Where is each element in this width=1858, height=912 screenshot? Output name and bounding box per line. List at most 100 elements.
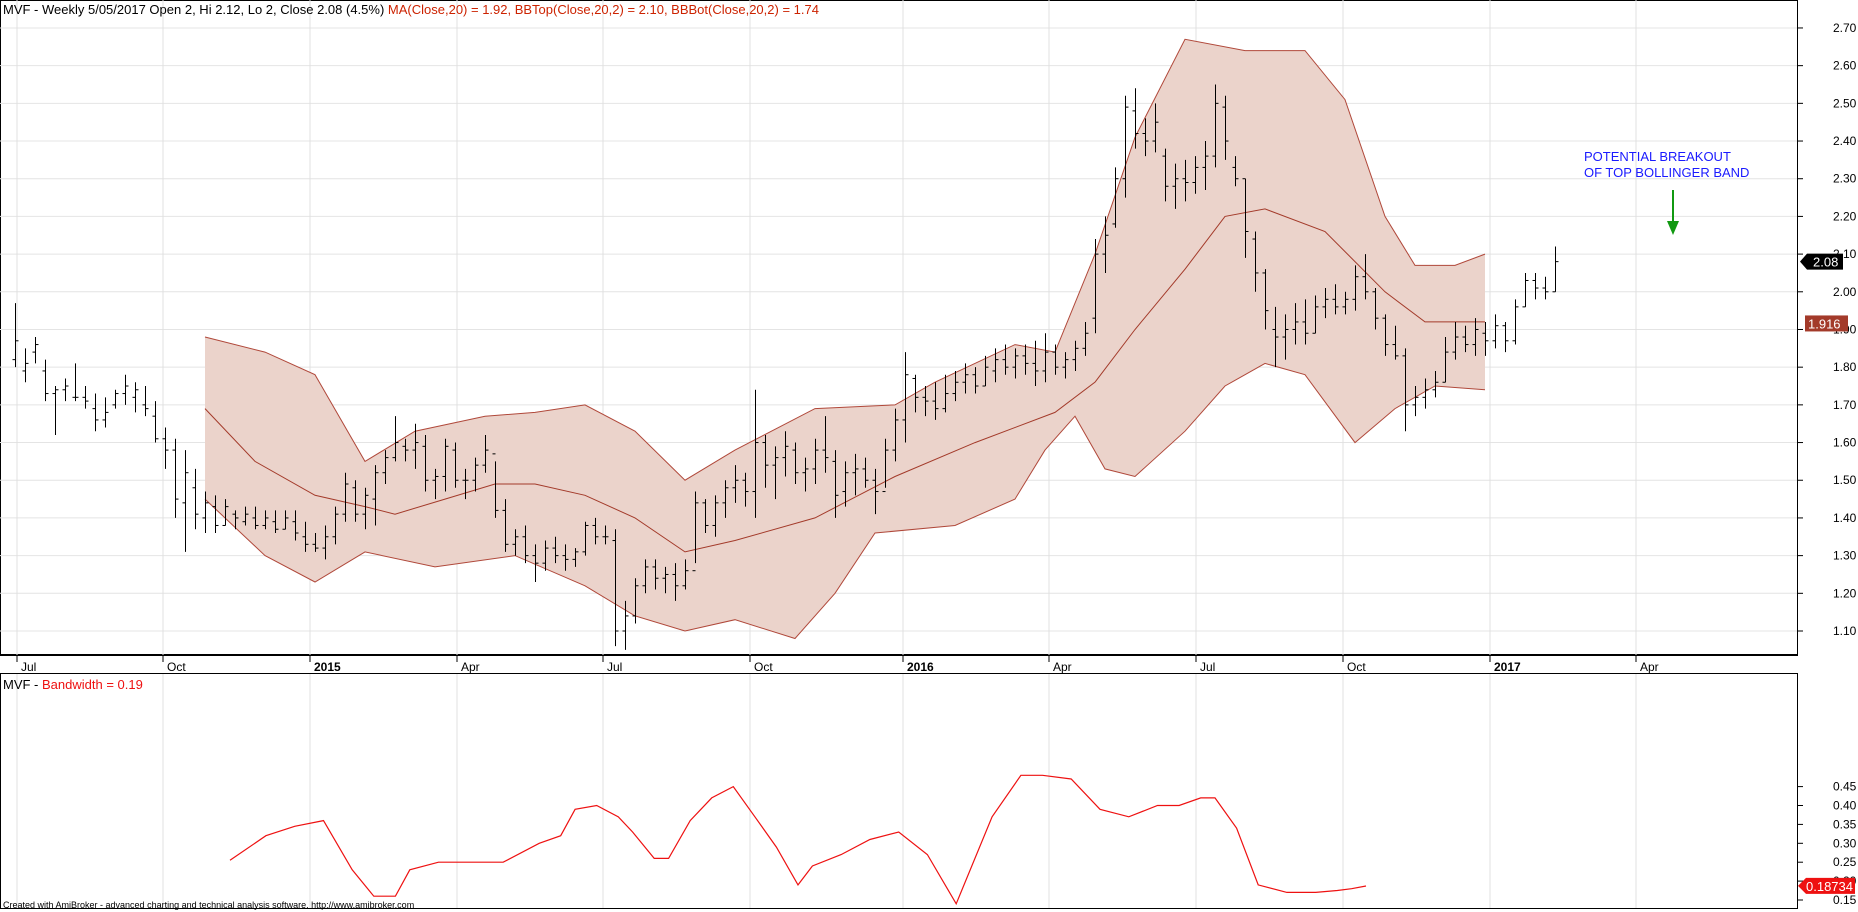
ohlc-bar [1202, 141, 1209, 191]
price-tick-label: 1.30 [1833, 549, 1857, 563]
bollinger-bottom-line [204, 362, 1486, 640]
ohlc-bar [1552, 246, 1559, 293]
ohlc-bar [1232, 156, 1239, 187]
ohlc-bar [1112, 167, 1119, 228]
price-tick-label: 2.20 [1833, 209, 1857, 223]
ohlc-bar [1462, 325, 1469, 353]
price-tick-label: 1.80 [1833, 360, 1857, 374]
header-bbtop: BBTop(Close,20,2) = 2.10, [515, 2, 671, 17]
ohlc-bar [542, 540, 549, 571]
ohlc-bar [422, 435, 429, 492]
ohlc-bar [1132, 88, 1139, 149]
bandwidth-line [229, 774, 1367, 906]
x-tick-label: 2017 [1494, 660, 1521, 674]
ohlc-bar [342, 472, 349, 522]
ohlc-bar [1372, 288, 1379, 330]
ohlc-bar [492, 453, 499, 518]
bandwidth-tick-label: 0.25 [1833, 855, 1857, 869]
ohlc-bar [882, 438, 889, 493]
price-tick-label: 2.30 [1833, 172, 1857, 186]
ohlc-bar [602, 525, 609, 545]
ohlc-bar [412, 423, 419, 469]
ohlc-bar [552, 536, 559, 564]
ohlc-bar [192, 468, 199, 530]
ohlc-bar [1282, 314, 1289, 360]
ohlc-bar [702, 499, 709, 534]
bandwidth-tick-label: 0.45 [1833, 780, 1857, 794]
ohlc-bar [22, 348, 29, 383]
ohlc-bar [942, 374, 949, 413]
footer-credit: Created with AmiBroker - advanced charti… [3, 900, 414, 910]
ohlc-bar [1182, 159, 1189, 202]
ohlc-bar [332, 506, 339, 545]
ohlc-bar [452, 442, 459, 488]
ohlc-bar [1332, 284, 1339, 315]
ohlc-bar [1392, 325, 1399, 360]
header-main: MVF - Weekly 5/05/2017 Open 2, Hi 2.12, … [3, 2, 388, 17]
ohlc-bar [752, 389, 759, 518]
ohlc-bar [642, 559, 649, 594]
ohlc-bar [812, 438, 819, 485]
ohlc-bar [742, 472, 749, 507]
ohlc-bar [112, 389, 119, 409]
ohlc-bar [1052, 344, 1059, 375]
ohlc-bar [962, 363, 969, 394]
ohlc-bar [182, 450, 189, 552]
ohlc-bar [922, 386, 929, 417]
ohlc-bar [992, 348, 999, 383]
ohlc-bar [252, 506, 259, 530]
x-tick-label: Apr [461, 660, 480, 674]
ohlc-bar [392, 416, 399, 462]
ohlc-bar [72, 363, 79, 402]
ohlc-bar [212, 495, 219, 534]
ohlc-bar [622, 600, 629, 650]
x-tick-label: Oct [1347, 660, 1366, 674]
ohlc-bar [722, 480, 729, 518]
ohlc-bar [1452, 321, 1459, 360]
ohlc-bar [912, 374, 919, 413]
price-tick-label: 2.70 [1833, 21, 1857, 35]
ohlc-bar [282, 510, 289, 530]
x-tick-label: Jul [1200, 660, 1215, 674]
bandwidth-panel-frame [0, 673, 1798, 909]
x-tick-label: Oct [167, 660, 186, 674]
price-tick-label: 1.10 [1833, 624, 1857, 638]
price-tick-label: 2.40 [1833, 134, 1857, 148]
ohlc-bar [1022, 344, 1029, 375]
ohlc-bar [902, 352, 909, 443]
ohlc-bar [142, 386, 149, 417]
ohlc-bar [1122, 95, 1129, 198]
ohlc-bar [512, 529, 519, 556]
x-tick-label: Jul [607, 660, 622, 674]
ohlc-bar [462, 468, 469, 500]
ohlc-bar [1102, 216, 1109, 273]
ohlc-bar [652, 559, 659, 590]
ohlc-bar [832, 450, 839, 518]
ohlc-bar [312, 533, 319, 552]
ohlc-bar [1032, 340, 1039, 387]
ohlc-bar [482, 435, 489, 473]
price-tick-label: 1.20 [1833, 586, 1857, 600]
ohlc-bar [1242, 178, 1249, 258]
ohlc-bar [1382, 314, 1389, 356]
ohlc-bar [1492, 314, 1499, 349]
svg-text:2.08: 2.08 [1813, 255, 1838, 270]
ohlc-bar [592, 517, 599, 545]
ohlc-bar [232, 510, 239, 530]
ohlc-bar [1252, 231, 1259, 292]
ohlc-bar [272, 510, 279, 534]
price-tick-label: 1.60 [1833, 436, 1857, 450]
ohlc-bar [1362, 254, 1369, 300]
x-tick-label: Apr [1053, 660, 1072, 674]
price-tick-label: 2.00 [1833, 285, 1857, 299]
ohlc-bar [472, 457, 479, 492]
ohlc-bar [152, 401, 159, 443]
ohlc-bar [562, 544, 569, 571]
ohlc-bar [382, 450, 389, 485]
ohlc-bar [732, 465, 739, 503]
ohlc-bar [352, 480, 359, 522]
ohlc-bar [322, 525, 329, 560]
ohlc-bar [1422, 378, 1429, 409]
ohlc-bar [82, 386, 89, 409]
